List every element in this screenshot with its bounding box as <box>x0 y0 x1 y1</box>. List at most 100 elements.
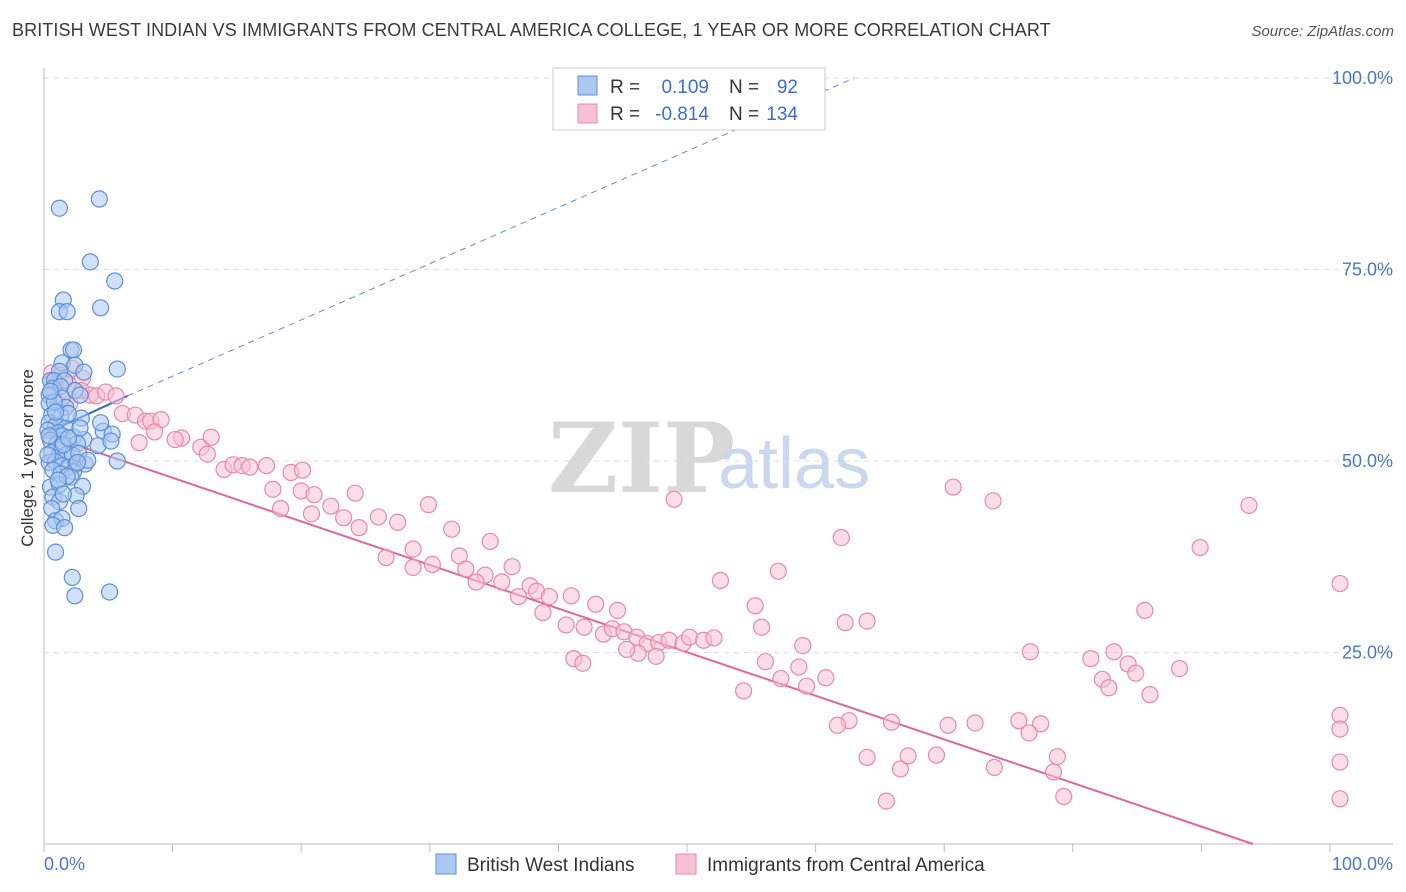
point-central-america <box>985 758 1003 777</box>
point-central-america <box>562 587 580 605</box>
point-central-america <box>734 682 753 700</box>
point-central-america <box>130 434 148 452</box>
point-central-america <box>404 558 422 577</box>
y-tick-label: 50.0% <box>1342 451 1393 471</box>
bottom-legend-label-blue: British West Indians <box>467 855 635 876</box>
point-central-america <box>746 597 764 615</box>
point-central-america <box>608 601 627 619</box>
point-central-america <box>335 509 353 527</box>
point-british-west-indian <box>81 253 99 271</box>
point-central-america <box>419 496 438 514</box>
point-british-west-indian <box>59 429 78 447</box>
point-central-america <box>772 669 790 688</box>
point-british-west-indian <box>54 485 72 503</box>
point-central-america <box>457 560 475 578</box>
bottom-legend-swatch-blue <box>435 853 457 875</box>
tick-labels: 25.0% 50.0% 75.0% 100.0% 0.0% 100.0% <box>44 68 1393 874</box>
watermark-zip: ZIP <box>548 402 735 515</box>
y-tick-label: 75.0% <box>1342 260 1393 280</box>
point-central-america <box>404 540 422 558</box>
point-central-america <box>443 520 461 538</box>
point-central-america <box>1055 787 1073 806</box>
point-british-west-indian <box>100 583 119 601</box>
point-central-america <box>557 616 575 634</box>
point-central-america <box>966 714 984 732</box>
point-central-america <box>257 456 276 475</box>
point-central-america <box>346 484 364 502</box>
point-central-america <box>540 587 558 606</box>
legend-n-value-pink: 134 <box>766 104 798 125</box>
point-central-america <box>377 548 395 567</box>
point-central-america <box>882 713 901 731</box>
point-british-west-indian <box>46 403 65 421</box>
point-central-america <box>939 716 957 734</box>
point-central-america <box>832 528 850 547</box>
point-british-west-indian <box>46 543 65 561</box>
point-central-america <box>1100 679 1118 697</box>
point-central-america <box>858 748 876 767</box>
point-central-america <box>423 555 441 574</box>
legend-r-value-pink: -0.814 <box>655 104 709 125</box>
point-british-west-indian <box>66 587 84 605</box>
point-central-america <box>794 637 812 655</box>
point-central-america <box>1331 790 1349 808</box>
legend-r-value-blue: 0.109 <box>661 77 709 98</box>
legend-frame <box>552 67 826 131</box>
point-british-west-indian <box>90 190 108 208</box>
point-central-america <box>647 647 665 665</box>
point-central-america <box>1044 763 1063 781</box>
point-central-america <box>481 532 499 551</box>
point-central-america <box>1136 601 1154 619</box>
point-british-west-indian <box>39 446 57 464</box>
point-british-west-indian <box>75 363 93 381</box>
legend-n-label-pink: N = <box>729 104 759 125</box>
data-points <box>39 190 1349 810</box>
point-central-america <box>1048 748 1066 766</box>
point-central-america <box>305 486 323 504</box>
point-central-america <box>1331 753 1349 771</box>
point-central-america <box>166 430 184 449</box>
y-axis-label: College, 1 year or more <box>18 369 37 547</box>
point-central-america <box>293 461 312 479</box>
source-credit: Source: ZipAtlas.com <box>1251 23 1394 40</box>
legend-swatch-pink <box>577 103 598 124</box>
point-central-america <box>756 653 775 671</box>
point-central-america <box>752 618 771 636</box>
trend-line-british-west-indian-extension <box>127 77 855 397</box>
point-central-america <box>944 478 962 496</box>
point-central-america <box>369 508 387 526</box>
y-tick-label: 25.0% <box>1342 643 1393 663</box>
point-central-america <box>660 631 678 649</box>
point-central-america <box>927 746 946 764</box>
point-british-west-indian <box>70 499 88 518</box>
x-tick-label: 100.0% <box>1332 854 1393 874</box>
point-british-west-indian <box>55 519 74 537</box>
point-central-america <box>1032 715 1050 733</box>
point-central-america <box>797 677 816 695</box>
chart-title: BRITISH WEST INDIAN VS IMMIGRANTS FROM C… <box>12 20 1051 40</box>
point-british-west-indian <box>91 299 110 317</box>
point-central-america <box>984 492 1002 510</box>
point-central-america <box>272 499 290 518</box>
point-central-america <box>1141 686 1159 704</box>
watermark-atlas: atlas <box>718 424 870 504</box>
point-central-america <box>1240 496 1258 515</box>
point-central-america <box>534 604 552 622</box>
grid-lines <box>44 77 1393 653</box>
point-central-america <box>828 716 847 734</box>
point-central-america <box>493 573 511 591</box>
point-central-america <box>1105 643 1123 661</box>
point-central-america <box>877 792 895 810</box>
point-british-west-indian <box>41 382 60 400</box>
point-central-america <box>350 519 368 537</box>
point-central-america <box>1191 538 1209 557</box>
point-central-america <box>587 595 605 613</box>
legend-swatch-blue <box>577 75 598 96</box>
point-central-america <box>389 513 407 531</box>
point-central-america <box>509 587 528 606</box>
point-british-west-indian <box>108 452 126 470</box>
point-central-america <box>107 387 125 405</box>
point-central-america <box>665 490 683 508</box>
point-central-america <box>575 618 593 636</box>
